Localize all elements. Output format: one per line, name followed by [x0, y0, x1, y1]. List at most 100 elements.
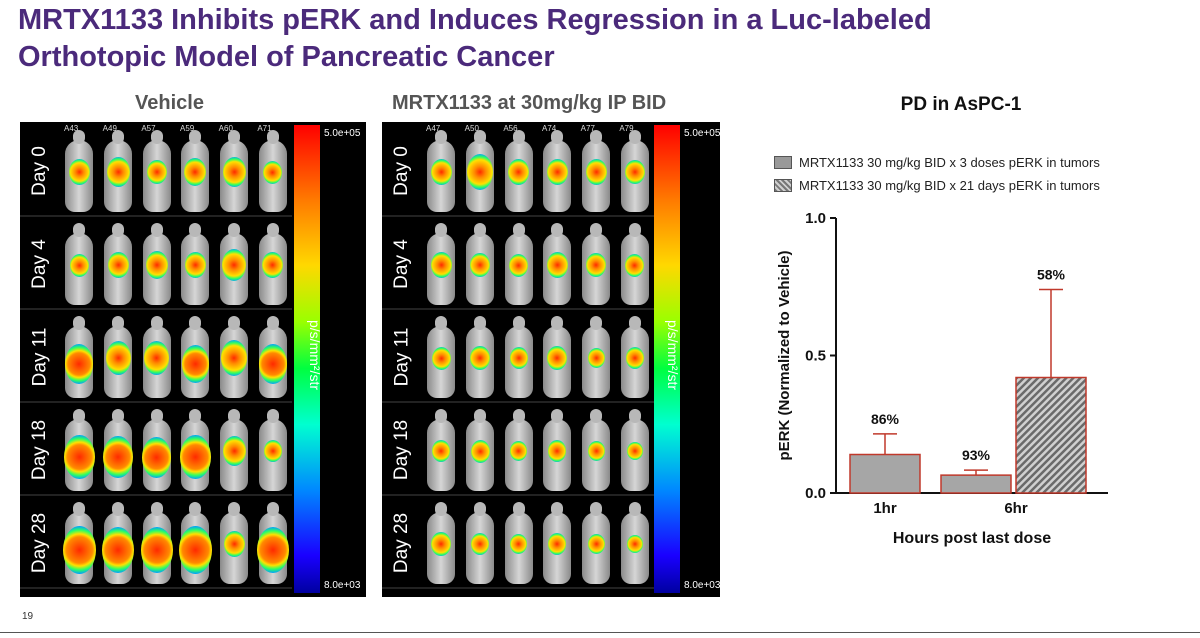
luminescence-signal	[467, 154, 493, 190]
day-label-text: Day 4	[391, 238, 413, 289]
luminescence-signal	[262, 251, 284, 279]
day-label-text: Day 11	[391, 327, 413, 386]
luminescence-signal	[626, 442, 643, 460]
mouse-id: A50	[464, 124, 479, 133]
day-label: Day 4	[20, 219, 60, 308]
luminescence-signal	[184, 157, 207, 187]
day-label: Day 18	[20, 405, 60, 494]
luminescence-signal	[508, 158, 530, 186]
luminescence-signal	[586, 252, 606, 278]
luminescence-signal	[145, 250, 168, 280]
luminescence-signal	[62, 525, 96, 575]
day-label: Day 28	[20, 498, 60, 587]
colorbar-unit-label: p/s/mm²/str	[307, 320, 323, 390]
footer-divider	[0, 632, 1200, 633]
luminescence-signal	[430, 251, 452, 279]
luminescence-signal	[69, 253, 89, 277]
luminescence-signal	[68, 158, 90, 186]
colorbar-min-label: 8.0e+03	[324, 580, 361, 591]
y-tick-label: 1.0	[805, 210, 826, 227]
luminescence-signal	[184, 251, 206, 279]
luminescence-signal	[430, 158, 452, 186]
luminescence-signal	[65, 344, 94, 384]
luminescence-signal	[221, 340, 247, 376]
data-label: 86%	[871, 411, 900, 427]
luminescence-signal	[585, 158, 607, 186]
x-tick-label: 6hr	[1004, 500, 1028, 517]
luminescence-signal	[105, 341, 131, 375]
day-row: Day 11	[382, 312, 654, 403]
colorbar-min-label: 8.0e+03	[684, 580, 720, 591]
luminescence-signal	[102, 526, 134, 574]
luminescence-signal	[142, 436, 172, 478]
slide-title: MRTX1133 Inhibits pERK and Induces Regre…	[18, 2, 1168, 76]
page-number: 19	[22, 611, 34, 622]
luminescence-signal	[548, 533, 567, 555]
luminescence-signal	[178, 525, 212, 575]
mouse-image	[620, 409, 649, 491]
luminescence-signal	[510, 534, 528, 554]
data-label: 58%	[1037, 267, 1066, 283]
y-tick-label: 0.5	[805, 348, 826, 365]
luminescence-signal	[181, 345, 209, 383]
luminescence-signal	[432, 440, 451, 462]
title-line-2: Orthotopic Model of Pancreatic Cancer	[18, 41, 555, 73]
luminescence-signal	[510, 441, 528, 461]
day-label: Day 0	[382, 126, 422, 215]
colorbar-max-label: 5.0e+05	[324, 128, 361, 139]
legend-label-3-doses: MRTX1133 30 mg/kg BID x 3 doses pERK in …	[799, 155, 1100, 170]
colorbar	[654, 125, 680, 593]
day-label: Day 28	[382, 498, 422, 587]
day-label-text: Day 0	[29, 145, 51, 196]
luminescence-signal	[587, 348, 605, 368]
luminescence-signal	[431, 531, 452, 557]
luminescence-signal	[587, 534, 605, 554]
y-axis-label: pERK (Normalized to Vehicle)	[776, 250, 793, 460]
luminescence-signal	[624, 159, 645, 185]
data-label: 93%	[962, 447, 991, 463]
day-row: Day 4	[382, 219, 654, 310]
day-label-text: Day 18	[29, 419, 51, 480]
luminescence-signal	[509, 347, 528, 369]
day-label: Day 11	[20, 312, 60, 401]
legend-item-3-doses: MRTX1133 30 mg/kg BID x 3 doses pERK in …	[774, 155, 1100, 170]
y-tick-label: 0.0	[805, 485, 826, 502]
luminescence-signal	[509, 253, 529, 277]
day-label-text: Day 28	[391, 512, 413, 573]
colorbar-max-label: 5.0e+05	[684, 128, 720, 139]
bar	[1015, 376, 1087, 494]
luminescence-signal	[431, 346, 451, 370]
vehicle-imaging-panel: Day 0 A43 A49 A57 A59 A60 A71 Day 4 Day 11 Day 18…	[20, 122, 366, 597]
luminescence-signal	[222, 156, 246, 188]
colorbar	[294, 125, 320, 593]
day-row: Day 0	[20, 126, 292, 217]
mouse-id: A56	[503, 124, 518, 133]
luminescence-signal	[179, 434, 211, 480]
day-label: Day 18	[382, 405, 422, 494]
luminescence-signal	[626, 535, 643, 553]
luminescence-signal	[548, 440, 567, 462]
luminescence-signal	[587, 441, 605, 461]
day-label-text: Day 4	[29, 238, 51, 289]
mouse-id: A77	[580, 124, 595, 133]
luminescence-signal	[263, 440, 282, 462]
mouse-id: A74	[542, 124, 557, 133]
day-row: Day 0	[382, 126, 654, 217]
mouse-image	[504, 502, 533, 584]
day-row: Day 28	[20, 498, 292, 589]
pd-chart-title: PD in AsPC-1	[900, 94, 1022, 115]
mouse-id: A43	[64, 124, 79, 133]
legend-hatched-swatch	[774, 179, 792, 192]
vehicle-panel-title: Vehicle	[135, 92, 204, 114]
luminescence-signal	[470, 439, 490, 463]
mouse-id: A71	[257, 124, 272, 133]
mouse-id: A57	[141, 124, 156, 133]
luminescence-signal	[63, 434, 95, 480]
luminescence-signal	[470, 252, 490, 278]
day-row: Day 18	[382, 405, 654, 496]
mouse-id: A60	[218, 124, 233, 133]
luminescence-signal	[146, 159, 167, 185]
mouse-id: A59	[180, 124, 195, 133]
treated-imaging-panel: Day 0 A47 A50 A56 A74 A77 A79 Day 4 Day 11 Day 18…	[382, 122, 720, 597]
luminescence-signal	[546, 158, 568, 186]
